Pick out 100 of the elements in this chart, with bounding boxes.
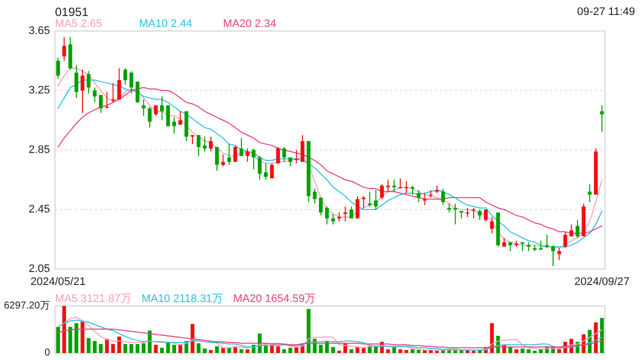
bar <box>172 344 176 353</box>
y-tick-label: 6297.20万 <box>4 300 50 312</box>
candlestick <box>318 197 323 216</box>
bar <box>490 323 494 353</box>
bar <box>123 344 128 353</box>
candlestick <box>111 82 115 103</box>
bar <box>514 349 518 353</box>
candlestick <box>172 116 176 134</box>
bar <box>160 348 164 353</box>
bar <box>98 344 103 353</box>
candlestick <box>68 36 72 70</box>
y-tick-label: 0 <box>44 348 50 358</box>
candlestick <box>202 136 207 152</box>
candlestick <box>264 162 268 180</box>
candlestick <box>98 94 103 114</box>
candlestick <box>252 148 256 170</box>
candlestick <box>368 191 372 208</box>
candlestick <box>246 148 250 162</box>
candlestick <box>74 64 78 98</box>
bar <box>142 343 146 353</box>
candlestick <box>92 87 97 103</box>
chart-title: 01951 <box>55 5 89 19</box>
candlestick <box>233 145 238 162</box>
bar <box>166 342 170 353</box>
candlestick <box>196 134 201 156</box>
candlestick <box>472 208 476 219</box>
bar <box>56 326 60 353</box>
x-tick-label: 2024/05/21 <box>30 276 86 288</box>
text: MA10 2118.31万 <box>141 293 224 305</box>
candlestick <box>160 96 164 121</box>
bar <box>136 344 140 353</box>
bar <box>410 349 414 353</box>
text: MA20 1654.59万 <box>233 293 316 305</box>
candlestick <box>312 188 317 204</box>
series-label: MA5 3121.87万 <box>55 293 132 305</box>
bar <box>331 347 335 353</box>
candlestick <box>484 209 488 222</box>
bar <box>196 343 201 353</box>
candlestick <box>62 36 66 62</box>
candlestick <box>208 136 213 152</box>
candlestick <box>349 206 354 219</box>
bar <box>154 344 158 353</box>
y-tick-label: 2.05 <box>28 263 50 275</box>
bar <box>526 349 531 353</box>
candlestick <box>380 184 384 200</box>
bar <box>349 349 354 353</box>
candlestick <box>105 91 109 109</box>
candlestick <box>374 190 378 210</box>
y-tick-label: 2.85 <box>28 144 50 156</box>
bar <box>74 323 78 353</box>
candlestick <box>478 209 482 220</box>
candlestick <box>490 216 494 234</box>
bar <box>318 344 323 353</box>
bar <box>362 348 366 353</box>
bar <box>208 350 213 353</box>
bar <box>294 347 298 353</box>
candlestick <box>282 146 286 162</box>
bar <box>215 346 219 353</box>
text: MA5 2.65 <box>55 18 102 30</box>
bar <box>356 347 360 353</box>
candlestick <box>588 184 592 203</box>
bar <box>86 338 91 353</box>
candlestick <box>117 68 122 100</box>
bar <box>129 344 134 353</box>
candlestick <box>416 190 421 203</box>
candlestick <box>441 188 445 206</box>
candlestick <box>86 70 91 94</box>
bar <box>246 349 250 353</box>
candlestick <box>142 98 146 116</box>
candlestick <box>600 104 604 133</box>
candlestick <box>343 206 348 222</box>
candlestick <box>356 196 360 219</box>
candlestick <box>129 70 134 94</box>
bar <box>600 318 604 353</box>
bar <box>92 341 97 353</box>
bar <box>520 348 524 353</box>
candlestick <box>404 180 408 194</box>
bar <box>404 350 408 353</box>
y-tick-label: 3.25 <box>28 84 50 96</box>
candlestick <box>331 213 335 225</box>
candlestick <box>221 154 225 167</box>
y-tick-label: 2.45 <box>28 204 50 216</box>
x-tick-label: 2024/09/27 <box>574 276 630 288</box>
bar <box>276 346 280 353</box>
candlestick <box>239 138 244 156</box>
candlestick <box>551 244 555 267</box>
text: 09-27 11:49 <box>577 6 635 18</box>
candlestick <box>227 144 232 166</box>
text: MA10 2.44 <box>139 18 192 30</box>
bar <box>105 338 109 353</box>
bar <box>111 344 115 353</box>
candlestick <box>392 179 396 192</box>
candlestick <box>453 203 458 225</box>
candlestick <box>545 234 549 249</box>
candlestick <box>270 162 274 179</box>
candlestick <box>300 134 304 162</box>
bar <box>239 349 244 353</box>
candlestick <box>215 146 219 172</box>
candlestick <box>557 248 562 261</box>
candlestick <box>80 69 84 114</box>
